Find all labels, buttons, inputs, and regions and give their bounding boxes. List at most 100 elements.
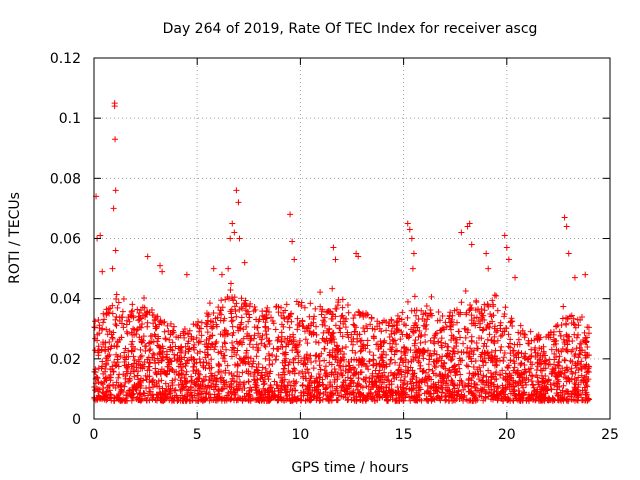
data-point-band-1816 <box>350 335 357 342</box>
data-point-band-1703 <box>351 328 358 335</box>
data-point-band-658 <box>189 377 196 384</box>
data-point-0-45 <box>503 244 510 251</box>
data-point-band-809 <box>207 370 214 377</box>
data-point-band-1707 <box>350 315 357 322</box>
data-point-band-2917 <box>519 377 526 384</box>
data-point-band-1317 <box>280 323 287 330</box>
data-point-band-531 <box>164 322 171 329</box>
data-point-band-961 <box>229 375 236 382</box>
data-point-band-2238 <box>409 374 416 381</box>
data-point-band-1609 <box>333 342 340 349</box>
data-point-band-2103 <box>412 312 419 319</box>
data-point-band-2078 <box>395 391 402 398</box>
data-point-band-2348 <box>431 363 438 370</box>
data-point-band-2328 <box>421 379 428 386</box>
data-point-band-2653 <box>463 362 470 369</box>
data-point-band-978 <box>215 368 222 375</box>
data-point-band-2579 <box>482 359 489 366</box>
data-point-band-1657 <box>319 321 326 328</box>
data-point-band-808 <box>202 383 209 390</box>
data-point-band-2164 <box>400 397 407 404</box>
data-point-band-895 <box>234 347 241 354</box>
data-point-band-1769 <box>341 351 348 358</box>
data-point-band-1805 <box>351 322 358 329</box>
data-point-band-1480 <box>307 397 314 404</box>
data-point-band-1715 <box>357 348 364 355</box>
data-point-band-265 <box>130 312 137 319</box>
data-point-band-2588 <box>468 358 475 365</box>
data-point-band-2060 <box>395 327 402 334</box>
data-point-band-1800 <box>342 344 349 351</box>
data-point-band-498 <box>162 336 169 343</box>
data-point-band-3314 <box>583 382 590 389</box>
data-point-band-2450 <box>446 366 453 373</box>
data-point-band-3288 <box>571 391 578 398</box>
data-point-band-870 <box>232 308 239 315</box>
data-point-band-2932 <box>517 393 524 400</box>
data-point-band-2770 <box>485 355 492 362</box>
y-tick-label-6: 0.12 <box>50 51 81 67</box>
data-point-band-2524 <box>473 340 480 347</box>
data-point-band-799 <box>199 362 206 369</box>
data-point-band-1533 <box>300 323 307 330</box>
data-point-0-47 <box>512 274 519 281</box>
data-point-band-553 <box>171 369 178 376</box>
data-point-band-233 <box>123 317 130 324</box>
data-point-band-2792 <box>489 392 496 399</box>
data-point-band-936 <box>224 383 231 390</box>
data-point-band-274 <box>113 362 120 369</box>
data-point-band-187 <box>121 383 128 390</box>
data-point-band-3271 <box>578 313 585 320</box>
data-point-band-1788 <box>352 370 359 377</box>
data-point-band-443 <box>161 328 168 335</box>
data-point-band-2057 <box>385 377 392 384</box>
data-point-band-2674 <box>500 354 507 361</box>
data-point-band-2118 <box>417 362 424 369</box>
data-point-band-1757 <box>339 333 346 340</box>
data-point-band-77 <box>109 365 116 372</box>
data-point-band-3343 <box>579 387 586 394</box>
data-point-band-404 <box>139 361 146 368</box>
data-point-band-695 <box>191 381 198 388</box>
data-point-band-2508 <box>449 312 456 319</box>
data-point-band-2321 <box>430 358 437 365</box>
data-point-band-2596 <box>471 380 478 387</box>
data-point-band-2649 <box>468 383 475 390</box>
data-point-band-2471 <box>448 332 455 339</box>
data-point-0-34 <box>406 226 413 233</box>
data-point-band-1671 <box>327 382 334 389</box>
data-point-band-667 <box>186 397 193 404</box>
data-point-band-3091 <box>547 381 554 388</box>
data-point-band-2790 <box>491 387 498 394</box>
data-point-band-965 <box>218 307 225 314</box>
data-point-band-1039 <box>253 353 260 360</box>
y-tick-label-2: 0.04 <box>50 292 81 308</box>
data-point-band-1884 <box>366 348 373 355</box>
data-point-band-3211 <box>553 323 560 330</box>
data-point-band-975 <box>225 395 232 402</box>
data-point-band-1470 <box>303 351 310 358</box>
data-point-band-306 <box>152 360 159 367</box>
data-point-band-832 <box>197 382 204 389</box>
data-point-band-1382 <box>277 343 284 350</box>
data-point-band-3163 <box>545 334 552 341</box>
data-point-band-1289 <box>293 298 300 305</box>
data-point-band-2737 <box>501 350 508 357</box>
data-point-band-60 <box>92 318 99 325</box>
data-point-band-912 <box>233 300 240 307</box>
data-point-band-831 <box>214 314 221 321</box>
data-point-band-414 <box>143 397 150 404</box>
data-point-band-1728 <box>352 349 359 356</box>
data-point-band-2921 <box>509 323 516 330</box>
data-point-band-2857 <box>515 336 522 343</box>
data-point-band-3354 <box>571 331 578 338</box>
data-point-band-3027 <box>525 355 532 362</box>
data-point-band-353 <box>149 394 156 401</box>
data-point-0-28 <box>291 256 298 263</box>
data-point-band-1928 <box>361 361 368 368</box>
data-point-band-2466 <box>458 349 465 356</box>
data-point-band-1975 <box>383 351 390 358</box>
data-point-band-2683 <box>499 382 506 389</box>
data-point-band-1771 <box>342 394 349 401</box>
data-point-band-2046 <box>393 397 400 404</box>
